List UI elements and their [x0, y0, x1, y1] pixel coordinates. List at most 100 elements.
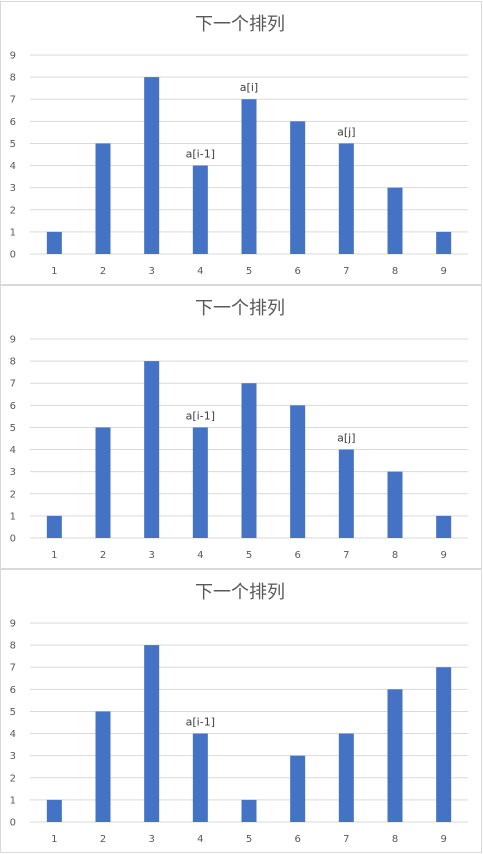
y-tick-label: 9 [10, 335, 16, 346]
y-tick-label: 3 [10, 183, 16, 194]
y-tick-label: 3 [10, 467, 16, 478]
bar-annotation: a[i-1] [186, 409, 215, 422]
bar-chart-2: 下一个排列 0 1 2 3 4 5 6 7 8 9 1 2 3 4 5 6 7 8 9 a[i-1] a[j] [10, 298, 468, 561]
bar [95, 427, 111, 538]
x-tick-label: 5 [246, 834, 252, 845]
bar [338, 449, 354, 538]
y-tick-label: 5 [10, 139, 16, 150]
y-tick-label: 6 [10, 401, 16, 412]
x-tick-label: 4 [197, 834, 203, 845]
chart-title: 下一个排列 [195, 14, 285, 35]
bar [436, 667, 452, 822]
x-tick-label: 1 [51, 550, 57, 561]
y-tick-label: 1 [10, 511, 16, 522]
chart-title: 下一个排列 [195, 298, 285, 319]
bar [290, 405, 306, 538]
y-tick-label: 6 [10, 685, 16, 696]
bar [436, 231, 452, 254]
x-tick-label: 6 [294, 834, 300, 845]
bar [95, 143, 111, 254]
bar-chart-3: 下一个排列 0 1 2 3 4 5 6 7 8 9 1 2 3 4 5 6 7 8 9 a[i-1] [10, 582, 468, 845]
bar [241, 99, 257, 254]
bar-annotation: a[j] [337, 432, 355, 445]
y-tick-label: 1 [10, 227, 16, 238]
y-tick-label: 9 [10, 619, 16, 630]
y-tick-label: 8 [10, 357, 16, 368]
bar [144, 361, 160, 538]
bar [46, 515, 62, 538]
x-tick-label: 5 [246, 550, 252, 561]
bar [192, 165, 208, 254]
bar [241, 799, 257, 822]
chart-panel-3: 下一个排列 0 1 2 3 4 5 6 7 8 9 1 2 3 4 5 6 7 8 9 a[i-1] [0, 569, 482, 853]
x-tick-label: 3 [148, 834, 154, 845]
bar [338, 733, 354, 822]
chart-title: 下一个排列 [195, 582, 285, 603]
bar-annotation: a[j] [337, 125, 355, 138]
x-tick-label: 7 [343, 266, 349, 277]
y-tick-label: 6 [10, 117, 16, 128]
y-tick-label: 0 [10, 818, 16, 829]
y-tick-label: 4 [10, 445, 16, 456]
x-tick-label: 2 [100, 550, 106, 561]
y-tick-label: 7 [10, 663, 16, 674]
y-tick-label: 7 [10, 379, 16, 390]
bar [241, 383, 257, 538]
bar-annotation: a[i-1] [186, 716, 215, 729]
bar [290, 121, 306, 254]
y-tick-label: 0 [10, 250, 16, 261]
x-tick-label: 1 [51, 266, 57, 277]
y-tick-label: 5 [10, 707, 16, 718]
y-tick-label: 4 [10, 729, 16, 740]
y-tick-label: 2 [10, 489, 16, 500]
x-tick-label: 2 [100, 834, 106, 845]
bar [387, 187, 403, 254]
y-tick-label: 4 [10, 161, 16, 172]
x-tick-label: 8 [392, 266, 398, 277]
y-tick-label: 3 [10, 751, 16, 762]
bar [46, 799, 62, 822]
x-tick-label: 2 [100, 266, 106, 277]
x-tick-label: 9 [440, 550, 446, 561]
x-tick-label: 3 [148, 550, 154, 561]
y-tick-label: 1 [10, 795, 16, 806]
x-tick-label: 7 [343, 834, 349, 845]
x-tick-label: 6 [294, 550, 300, 561]
bar-annotation: a[i] [240, 81, 258, 94]
x-tick-label: 5 [246, 266, 252, 277]
bar-annotation: a[i-1] [186, 148, 215, 161]
x-tick-label: 4 [197, 550, 203, 561]
x-tick-label: 9 [440, 266, 446, 277]
chart-panel-2: 下一个排列 0 1 2 3 4 5 6 7 8 9 1 2 3 4 5 6 7 8 9 a[i-1] a[j] [0, 285, 482, 569]
bar [387, 471, 403, 538]
bar [338, 143, 354, 254]
y-tick-label: 9 [10, 51, 16, 62]
x-tick-label: 3 [148, 266, 154, 277]
bar [144, 645, 160, 822]
x-tick-label: 8 [392, 834, 398, 845]
y-tick-label: 8 [10, 641, 16, 652]
x-tick-label: 9 [440, 834, 446, 845]
x-tick-label: 6 [294, 266, 300, 277]
y-tick-label: 5 [10, 423, 16, 434]
bar-chart-1: 下一个排列 0 1 2 3 4 5 6 7 8 9 1 2 3 4 5 6 7 8 9 a[i-1] a[i] a[j] [10, 14, 468, 277]
bar [46, 231, 62, 254]
bar [436, 515, 452, 538]
bar [95, 711, 111, 822]
bar [387, 689, 403, 822]
chart-panel-1: 下一个排列 0 1 2 3 4 5 6 7 8 9 1 2 3 4 5 6 7 8 9 a[i-1] a[i] a[j] [0, 1, 482, 285]
y-tick-label: 2 [10, 773, 16, 784]
y-tick-label: 8 [10, 73, 16, 84]
x-tick-label: 4 [197, 266, 203, 277]
x-tick-label: 7 [343, 550, 349, 561]
y-tick-label: 7 [10, 95, 16, 106]
bar [192, 733, 208, 822]
bar [192, 427, 208, 538]
x-tick-label: 1 [51, 834, 57, 845]
y-tick-label: 0 [10, 534, 16, 545]
bar [144, 77, 160, 254]
y-tick-label: 2 [10, 205, 16, 216]
bar [290, 755, 306, 822]
x-tick-label: 8 [392, 550, 398, 561]
